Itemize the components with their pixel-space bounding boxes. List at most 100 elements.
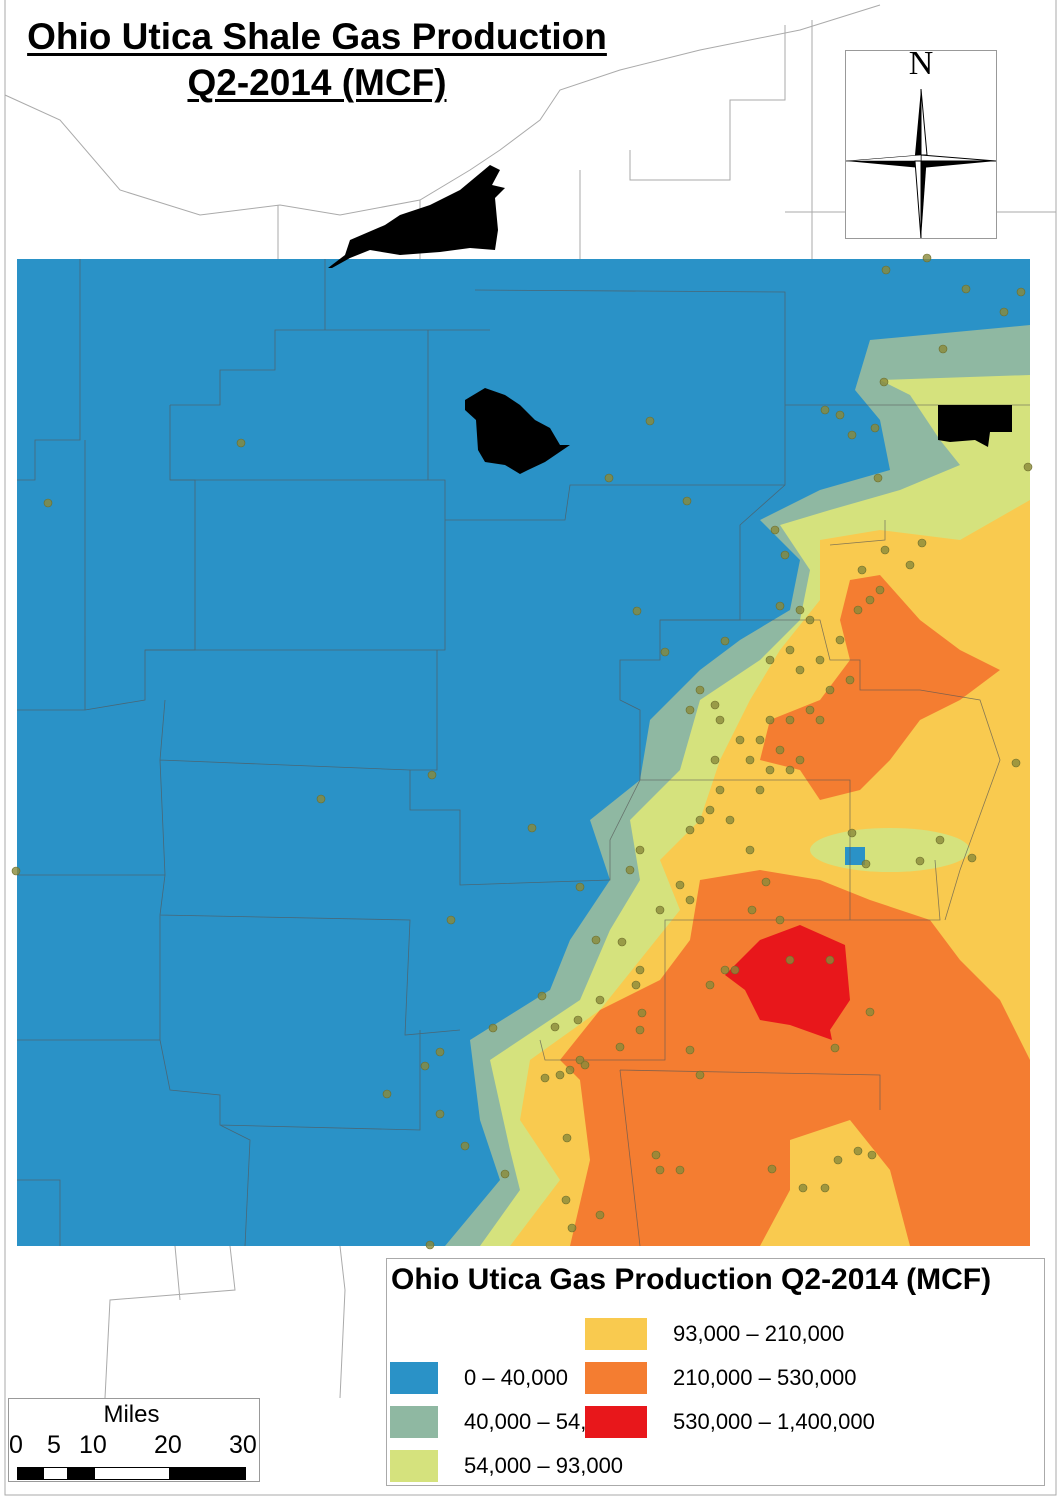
well-point [595,995,605,1005]
well-point [637,1008,647,1018]
well-point [540,1073,550,1083]
well-point [747,905,757,915]
well-point [745,845,755,855]
well-point [775,745,785,755]
well-point [735,735,745,745]
well-points [11,253,1033,1250]
legend-swatch [390,1450,438,1482]
well-point [833,1155,843,1165]
well-point [575,882,585,892]
well-point [715,715,725,725]
region-0-40000-pocket [845,847,865,865]
well-point [655,905,665,915]
well-point [567,1223,577,1233]
well-point [425,1240,435,1250]
well-point [795,665,805,675]
well-point [236,438,246,448]
well-point [780,550,790,560]
well-point [967,853,977,863]
well-point [316,794,326,804]
scale-segment [43,1467,68,1480]
well-point [382,1089,392,1099]
map-title-line2: Q2-2014 (MCF) [187,62,447,103]
well-point [853,605,863,615]
well-point [805,705,815,715]
well-point [835,635,845,645]
well-point [695,1070,705,1080]
well-point [835,410,845,420]
well-point [488,1023,498,1033]
compass-rose-icon [846,88,996,238]
well-point [725,815,735,825]
scale-segment [170,1467,246,1480]
well-point [682,496,692,506]
well-point [720,965,730,975]
well-point [730,965,740,975]
well-point [865,595,875,605]
well-point [815,655,825,665]
well-point [755,735,765,745]
legend-title: Ohio Utica Gas Production Q2-2014 (MCF) [391,1263,992,1296]
well-point [847,430,857,440]
well-point [435,1109,445,1119]
well-point [635,845,645,855]
well-point [820,405,830,415]
well-point [561,1195,571,1205]
well-point [873,473,883,483]
well-point [660,647,670,657]
well-point [770,525,780,535]
well-point [710,700,720,710]
well-point [435,1047,445,1057]
well-point [604,473,614,483]
well-point [695,815,705,825]
well-point [651,1150,661,1160]
well-point [446,915,456,925]
well-point [755,785,765,795]
region-210000-530000-south [560,870,1030,1246]
legend-swatch [585,1362,647,1394]
legend-label: 93,000 – 210,000 [673,1321,845,1346]
well-point [845,675,855,685]
well-point [961,284,971,294]
well-point [675,1165,685,1175]
city-area-north [328,165,505,268]
well-point [1011,758,1021,768]
well-point [825,955,835,965]
well-point [460,1141,470,1151]
well-point [785,765,795,775]
well-point [861,859,871,869]
well-point [999,307,1009,317]
well-point [917,538,927,548]
well-point [500,1169,510,1179]
well-point [765,655,775,665]
well-point [847,828,857,838]
well-point [43,498,53,508]
well-point [635,965,645,975]
legend-item: 210,000 – 530,000 [585,1362,857,1394]
legend: Ohio Utica Gas Production Q2-2014 (MCF) … [386,1258,1045,1486]
well-point [922,253,932,263]
well-point [427,770,437,780]
well-point [767,1164,777,1174]
scale-tick: 20 [154,1431,182,1459]
legend-swatch [585,1406,647,1438]
legend-label: 210,000 – 530,000 [673,1365,857,1390]
legend-label: 530,000 – 1,400,000 [673,1409,875,1434]
well-point [815,715,825,725]
scale-segment [94,1467,170,1480]
well-point [595,1210,605,1220]
north-arrow: N [845,45,997,239]
well-point [591,935,601,945]
legend-item: 54,000 – 93,000 [390,1450,623,1482]
well-point [820,1183,830,1193]
legend-swatch [390,1406,438,1438]
scale-bar: Miles 0 5 10 20 30 [8,1398,260,1482]
scale-tick: 10 [79,1431,107,1459]
well-point [935,835,945,845]
well-point [938,344,948,354]
background-boundaries [4,0,1057,1496]
well-point [705,980,715,990]
scale-tick: 30 [229,1431,257,1459]
scale-tick: 0 [9,1431,23,1459]
